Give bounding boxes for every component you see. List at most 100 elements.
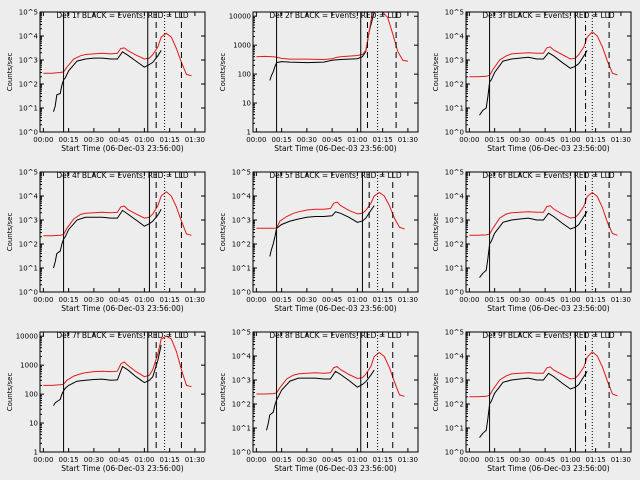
x-tick-label: 00:15 <box>59 136 79 144</box>
y-tick-label: 10^1 <box>232 425 251 433</box>
x-tick-label: 01:15 <box>586 456 606 464</box>
chart-title: Det 6f BLACK = Events, RED = LLD <box>482 171 615 180</box>
events-series-line <box>269 205 375 257</box>
chart-panel: 00:00 00:15 00:30 00:45 01:00 01:15 01:30 10^0 1… <box>6 169 206 313</box>
y-tick-label: 10000 <box>229 13 251 21</box>
x-tick-label: 01:00 <box>560 456 580 464</box>
y-tick-label: 10^4 <box>19 193 39 201</box>
y-tick-label: 10^0 <box>19 129 38 137</box>
x-tick-label: 00:00 <box>459 136 479 144</box>
y-tick-label: 10^4 <box>19 33 39 41</box>
x-tick-label: 00:00 <box>33 136 53 144</box>
y-axis-label: Counts/sec <box>219 53 227 92</box>
x-axis-label: Start Time (06-Dec-03 23:56:00) <box>61 144 183 153</box>
plot-frame <box>465 171 632 293</box>
events-series-line <box>269 12 375 81</box>
y-axis-label: Counts/sec <box>432 373 440 412</box>
x-tick-label: 00:15 <box>485 296 505 304</box>
x-tick-label: 00:00 <box>33 456 53 464</box>
plot-frame <box>252 171 419 293</box>
y-tick-label: 10^3 <box>445 57 464 65</box>
x-tick-label: 00:45 <box>535 456 555 464</box>
lld-series-line <box>469 351 618 398</box>
chart-title: Det 9f BLACK = Events, RED = LLD <box>482 331 615 340</box>
plot-frame <box>252 11 419 133</box>
x-axis-label: Start Time (06-Dec-03 23:56:00) <box>274 304 396 313</box>
y-tick-label: 1 <box>247 129 251 137</box>
x-tick-label: 00:15 <box>485 136 505 144</box>
x-tick-label: 01:00 <box>347 456 367 464</box>
x-tick-label: 01:30 <box>185 456 205 464</box>
chart-title: Det 3f BLACK = Events, RED = LLD <box>482 11 615 20</box>
chart-panel: 00:00 00:15 00:30 00:45 01:00 01:15 01:30 10^0 1… <box>432 169 632 313</box>
y-tick-label: 10^1 <box>445 105 464 113</box>
x-tick-label: 00:30 <box>84 136 104 144</box>
lld-series-line <box>43 335 192 388</box>
plot-frame <box>465 11 632 133</box>
y-axis-label: Counts/sec <box>432 213 440 252</box>
x-tick-label: 01:00 <box>347 296 367 304</box>
plot-frame <box>465 331 632 453</box>
events-series-line <box>479 211 588 278</box>
x-tick-label: 01:00 <box>134 136 154 144</box>
y-tick-label: 10000 <box>16 333 38 341</box>
y-tick-label: 100 <box>238 71 251 79</box>
x-tick-label: 01:00 <box>347 136 367 144</box>
events-series-line <box>53 209 162 269</box>
x-tick-label: 00:30 <box>510 456 530 464</box>
y-tick-label: 10^2 <box>445 81 464 89</box>
y-tick-label: 10^3 <box>445 217 464 225</box>
x-tick-label: 01:00 <box>134 296 154 304</box>
y-tick-label: 10 <box>29 420 38 428</box>
x-tick-label: 00:30 <box>510 136 530 144</box>
events-series-line <box>53 344 162 406</box>
y-tick-label: 10^5 <box>19 169 38 177</box>
x-tick-label: 00:45 <box>322 136 342 144</box>
x-tick-label: 00:45 <box>322 296 342 304</box>
x-tick-label: 01:30 <box>185 136 205 144</box>
y-tick-label: 10^2 <box>19 241 38 249</box>
x-tick-label: 01:00 <box>560 296 580 304</box>
y-tick-label: 10^2 <box>19 81 38 89</box>
y-tick-label: 10^3 <box>19 217 38 225</box>
y-axis-label: Counts/sec <box>6 53 14 92</box>
x-tick-label: 00:30 <box>297 136 317 144</box>
y-tick-label: 10^3 <box>19 57 38 65</box>
y-tick-label: 10^5 <box>19 9 38 17</box>
x-tick-label: 00:45 <box>535 136 555 144</box>
x-tick-label: 00:15 <box>272 296 292 304</box>
y-tick-label: 10^2 <box>232 401 251 409</box>
x-axis-label: Start Time (06-Dec-03 23:56:00) <box>274 144 396 153</box>
x-tick-label: 00:00 <box>459 296 479 304</box>
chart-panel: 00:00 00:15 00:30 00:45 01:00 01:15 01:30 1 10 10… <box>219 11 419 153</box>
chart-panel: 00:00 00:15 00:30 00:45 01:00 01:15 01:30 10^0 1… <box>432 9 632 153</box>
x-tick-label: 00:30 <box>84 296 104 304</box>
events-series-line <box>479 371 588 438</box>
x-tick-label: 00:30 <box>510 296 530 304</box>
x-tick-label: 01:30 <box>611 136 631 144</box>
lld-series-line <box>43 32 192 77</box>
x-tick-label: 00:00 <box>459 456 479 464</box>
lld-series-line <box>43 191 192 237</box>
y-tick-label: 1 <box>34 449 38 457</box>
y-tick-label: 10^2 <box>445 401 464 409</box>
y-tick-label: 1000 <box>20 362 38 370</box>
y-tick-label: 10^4 <box>232 193 252 201</box>
y-tick-label: 10^4 <box>445 33 465 41</box>
plot-frame <box>252 331 419 453</box>
x-axis-label: Start Time (06-Dec-03 23:56:00) <box>487 144 609 153</box>
x-tick-label: 01:15 <box>160 456 180 464</box>
y-tick-label: 10^0 <box>445 129 464 137</box>
y-tick-label: 10^4 <box>232 353 252 361</box>
y-axis-label: Counts/sec <box>6 213 14 252</box>
plot-frame <box>39 331 206 453</box>
y-tick-label: 10^4 <box>445 193 465 201</box>
x-axis-label: Start Time (06-Dec-03 23:56:00) <box>487 464 609 473</box>
x-tick-label: 01:15 <box>373 136 393 144</box>
x-axis-label: Start Time (06-Dec-03 23:56:00) <box>61 304 183 313</box>
y-tick-label: 10^1 <box>445 265 464 273</box>
y-tick-label: 10^1 <box>232 265 251 273</box>
y-tick-label: 10^1 <box>19 105 38 113</box>
x-tick-label: 00:30 <box>84 456 104 464</box>
y-tick-label: 10^0 <box>232 289 251 297</box>
